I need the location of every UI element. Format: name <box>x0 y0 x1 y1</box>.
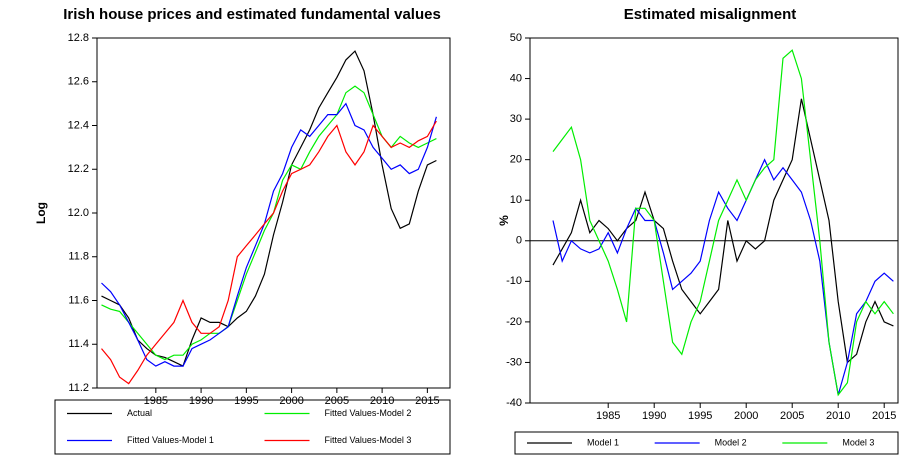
y-tick-label: 0 <box>516 235 522 247</box>
series-line <box>552 49 894 397</box>
y-tick-label: 11.2 <box>68 382 89 394</box>
y-tick-label: 12.0 <box>68 207 89 219</box>
y-tick-label: 12.4 <box>68 119 89 131</box>
x-tick-label: 2015 <box>872 410 896 422</box>
series-line <box>101 102 437 367</box>
legend-label: Model 1 <box>587 437 619 447</box>
y-tick-label: -40 <box>506 397 522 409</box>
y-tick-label: 11.6 <box>68 294 89 306</box>
y-tick-label: -20 <box>506 316 522 328</box>
legend-label: Fitted Values-Model 2 <box>325 408 412 418</box>
legend-label: Model 3 <box>842 437 874 447</box>
y-tick-label: -10 <box>506 275 522 287</box>
x-tick-label: 1990 <box>189 395 213 407</box>
series-line <box>552 98 894 364</box>
y-tick-label: -30 <box>506 356 522 368</box>
x-tick-label: 1985 <box>596 410 620 422</box>
x-tick-label: 1995 <box>688 410 712 422</box>
legend-label: Model 2 <box>715 437 747 447</box>
y-axis-label: Log <box>34 202 48 224</box>
x-tick-label: 1985 <box>144 395 168 407</box>
y-tick-label: 11.8 <box>68 251 89 263</box>
legend-label: Actual <box>127 408 152 418</box>
y-tick-label: 12.6 <box>68 76 89 88</box>
legend-box <box>514 431 899 455</box>
series-line <box>101 85 437 361</box>
chart-title: Irish house prices and estimated fundame… <box>63 6 441 23</box>
y-tick-label: 12.2 <box>68 163 89 175</box>
y-tick-label: 20 <box>510 154 522 166</box>
x-tick-label: 2000 <box>734 410 758 422</box>
x-tick-label: 1990 <box>642 410 666 422</box>
x-tick-label: 2005 <box>780 410 804 422</box>
chart-title: Estimated misalignment <box>624 6 797 23</box>
x-tick-label: 2015 <box>415 395 439 407</box>
legend-box <box>54 399 451 455</box>
y-tick-label: 40 <box>510 72 522 84</box>
y-axis-label: % <box>497 215 511 226</box>
x-tick-label: 2010 <box>826 410 850 422</box>
legend-label: Fitted Values-Model 3 <box>325 435 412 445</box>
series-line <box>101 120 437 385</box>
plot-frame <box>529 37 899 404</box>
x-tick-label: 2000 <box>279 395 303 407</box>
y-tick-label: 30 <box>510 113 522 125</box>
x-tick-label: 1995 <box>234 395 258 407</box>
plot-frame <box>96 37 451 389</box>
y-tick-label: 50 <box>510 32 522 44</box>
y-tick-label: 10 <box>510 194 522 206</box>
x-tick-label: 2005 <box>325 395 349 407</box>
series-line <box>552 158 894 396</box>
y-tick-label: 11.4 <box>68 338 89 350</box>
y-tick-label: 12.8 <box>68 32 89 44</box>
x-tick-label: 2010 <box>370 395 394 407</box>
legend-label: Fitted Values-Model 1 <box>127 435 214 445</box>
